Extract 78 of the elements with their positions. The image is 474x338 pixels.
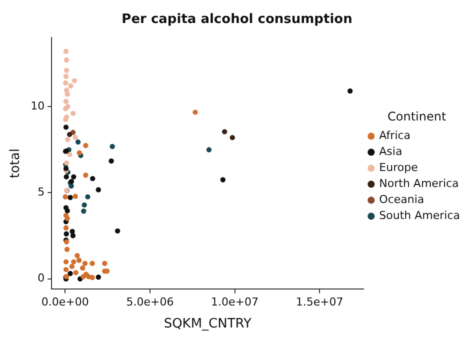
- point: [72, 194, 78, 199]
- point: [67, 152, 72, 158]
- legend-label: Europe: [379, 161, 418, 174]
- y-tick-label: 5: [38, 186, 45, 199]
- point: [71, 259, 76, 264]
- point: [63, 225, 69, 230]
- point: [75, 139, 81, 145]
- point: [63, 48, 69, 54]
- point: [82, 260, 88, 266]
- point: [70, 110, 76, 116]
- point: [83, 172, 88, 178]
- point: [62, 194, 68, 200]
- y-axis-title: total: [8, 148, 24, 178]
- legend-label: Asia: [379, 145, 402, 158]
- point: [63, 166, 69, 171]
- legend-label: South America: [379, 209, 460, 222]
- point: [96, 274, 102, 280]
- point: [63, 106, 68, 112]
- point: [66, 132, 72, 138]
- y-tick-label: 0: [38, 272, 45, 285]
- point: [63, 259, 69, 264]
- point: [86, 274, 92, 280]
- x-tick-label: 1.0e+07: [211, 296, 259, 309]
- point: [63, 205, 69, 210]
- point: [63, 74, 69, 79]
- point: [68, 194, 73, 200]
- y-tick-label: 10: [30, 99, 45, 112]
- legend-label: Oceania: [379, 193, 424, 206]
- point: [68, 83, 74, 88]
- point: [90, 176, 96, 182]
- point: [63, 266, 69, 272]
- point: [80, 265, 86, 271]
- legend-title: Continent: [387, 109, 446, 124]
- point: [108, 158, 114, 164]
- legend-label: North America: [379, 177, 459, 190]
- point: [70, 233, 76, 238]
- legend-label: Africa: [379, 129, 411, 142]
- point: [82, 202, 87, 208]
- point: [64, 246, 70, 252]
- x-axis-title: SQKM_CNTRY: [164, 316, 252, 332]
- point: [64, 92, 70, 97]
- x-tick-label: 1.5e+07: [296, 296, 344, 309]
- point: [192, 110, 198, 115]
- point: [81, 208, 86, 214]
- point: [63, 98, 69, 104]
- point: [64, 231, 69, 236]
- point: [74, 252, 80, 258]
- point: [68, 183, 74, 189]
- point: [72, 78, 78, 84]
- point: [206, 147, 212, 152]
- point: [72, 134, 78, 140]
- point: [76, 258, 82, 263]
- point: [220, 177, 226, 182]
- point: [347, 88, 353, 94]
- point: [73, 270, 78, 276]
- point: [63, 124, 69, 130]
- point: [102, 260, 108, 266]
- chart-title: Per capita alcohol consumption: [122, 12, 352, 28]
- point: [64, 57, 70, 63]
- point: [110, 144, 115, 150]
- point: [64, 174, 69, 180]
- point: [64, 68, 70, 73]
- point: [85, 194, 90, 200]
- point: [63, 80, 68, 86]
- point: [114, 228, 120, 234]
- point: [68, 270, 73, 276]
- point: [69, 264, 75, 270]
- point: [96, 187, 102, 192]
- point: [222, 129, 228, 134]
- point: [83, 142, 88, 148]
- x-tick-label: 5.0e+06: [126, 296, 174, 309]
- point: [76, 150, 82, 156]
- x-tick-label: 0.0e+00: [41, 296, 89, 309]
- point: [71, 174, 76, 180]
- point: [64, 216, 70, 222]
- point: [90, 260, 95, 266]
- point: [230, 134, 235, 140]
- point: [65, 137, 70, 142]
